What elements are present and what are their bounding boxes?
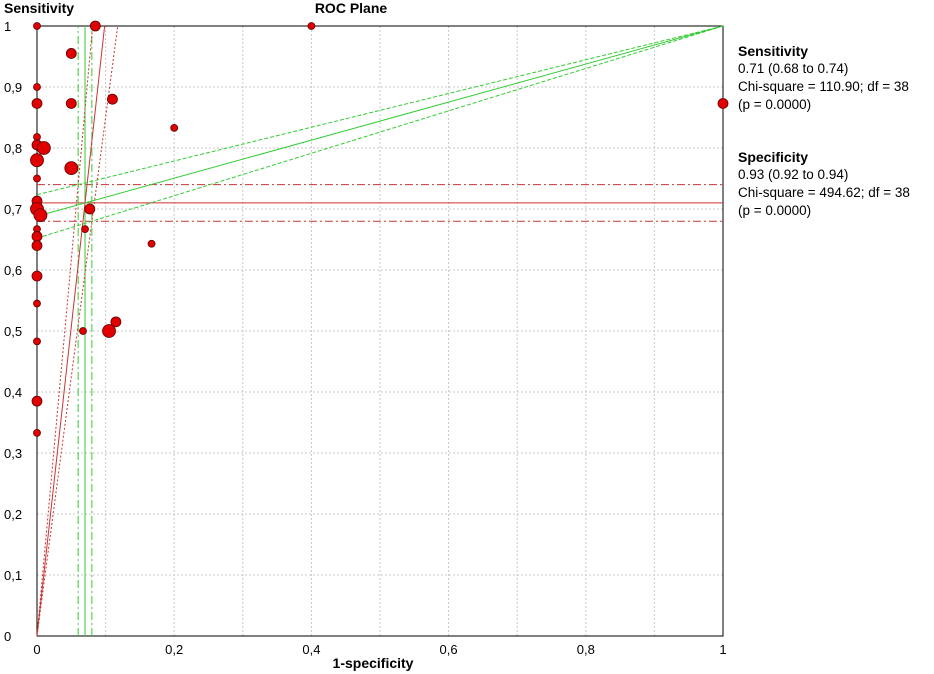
- study-point: [33, 133, 41, 141]
- study-point: [65, 48, 77, 59]
- specificity-p-value: (p = 0.0000): [738, 203, 812, 218]
- y-axis-label: Sensitivity: [4, 0, 74, 16]
- study-point: [717, 98, 729, 109]
- sensitivity-regression-line: [36, 25, 106, 637]
- study-point: [31, 98, 43, 109]
- specificity-regression-line: [36, 25, 724, 217]
- sensitivity-chi-square: Chi-square = 110.90; df = 38: [738, 79, 909, 94]
- study-point: [79, 327, 87, 335]
- y-tick-label: 0,8: [4, 141, 22, 156]
- study-point: [31, 240, 43, 252]
- x-tick-label: 0,2: [165, 642, 183, 657]
- study-point: [31, 395, 43, 407]
- study-point: [84, 203, 96, 215]
- y-tick-label: 0,1: [4, 568, 22, 583]
- y-tick-label: 0,7: [4, 202, 22, 217]
- study-points: [30, 20, 729, 437]
- study-point: [31, 270, 43, 282]
- specificity-chi-square: Chi-square = 494.62; df = 38: [738, 185, 910, 200]
- study-point: [33, 208, 48, 223]
- sensitivity-summary: Sensitivity 0.71 (0.68 to 0.74) Chi-squa…: [738, 42, 909, 114]
- x-tick-label: 0: [33, 642, 40, 657]
- y-tick-label: 0,5: [4, 324, 22, 339]
- study-point: [147, 239, 156, 248]
- specificity-summary: Specificity 0.93 (0.92 to 0.94) Chi-squa…: [738, 148, 910, 220]
- study-point: [64, 161, 79, 176]
- study-point: [307, 22, 316, 30]
- y-tick-label: 0,6: [4, 263, 22, 278]
- sensitivity-p-value: (p = 0.0000): [738, 97, 812, 112]
- y-tick-label: 0,3: [4, 446, 22, 461]
- y-tick-label: 0,4: [4, 385, 22, 400]
- study-point: [30, 153, 44, 168]
- y-tick-label: 0,9: [4, 80, 22, 95]
- sensitivity-estimate: 0.71 (0.68 to 0.74): [738, 61, 849, 76]
- study-point: [33, 174, 41, 183]
- x-axis-label: 1-specificity: [333, 655, 414, 671]
- study-point: [102, 324, 116, 338]
- grid-lines: [37, 26, 723, 636]
- study-point: [33, 428, 41, 437]
- study-point: [65, 98, 77, 109]
- x-tick-label: 0,6: [440, 642, 458, 657]
- study-point: [81, 225, 89, 234]
- x-tick-label: 1: [719, 642, 726, 657]
- x-tick-labels: 0 0,2 0,4 0,6 0,8 1: [33, 642, 726, 657]
- study-point: [107, 93, 118, 105]
- specificity-summary-title: Specificity: [738, 149, 809, 165]
- study-point: [110, 316, 122, 328]
- study-point: [31, 231, 43, 242]
- study-point: [33, 337, 41, 346]
- sensitivity-regression-ci-line: [36, 25, 119, 637]
- specificity-estimate: 0.93 (0.92 to 0.94): [738, 167, 849, 182]
- study-point: [89, 20, 101, 32]
- y-tick-labels: 0 0,1 0,2 0,3 0,4 0,5 0,6 0,7 0,8 0,9 1: [4, 19, 22, 644]
- plot-frame: [36, 25, 724, 637]
- x-tick-label: 0,4: [302, 642, 320, 657]
- study-point: [170, 123, 179, 132]
- y-tick-label: 0: [4, 629, 11, 644]
- chart-title: ROC Plane: [315, 0, 388, 16]
- study-point: [33, 22, 41, 30]
- specificity-regression-ci-line: [36, 25, 724, 196]
- study-point: [33, 83, 41, 91]
- y-tick-label: 1: [4, 19, 11, 34]
- study-point: [36, 141, 51, 155]
- x-tick-label: 0,8: [577, 642, 595, 657]
- y-tick-label: 0,2: [4, 507, 22, 522]
- sensitivity-summary-title: Sensitivity: [738, 43, 809, 59]
- study-point: [33, 299, 41, 308]
